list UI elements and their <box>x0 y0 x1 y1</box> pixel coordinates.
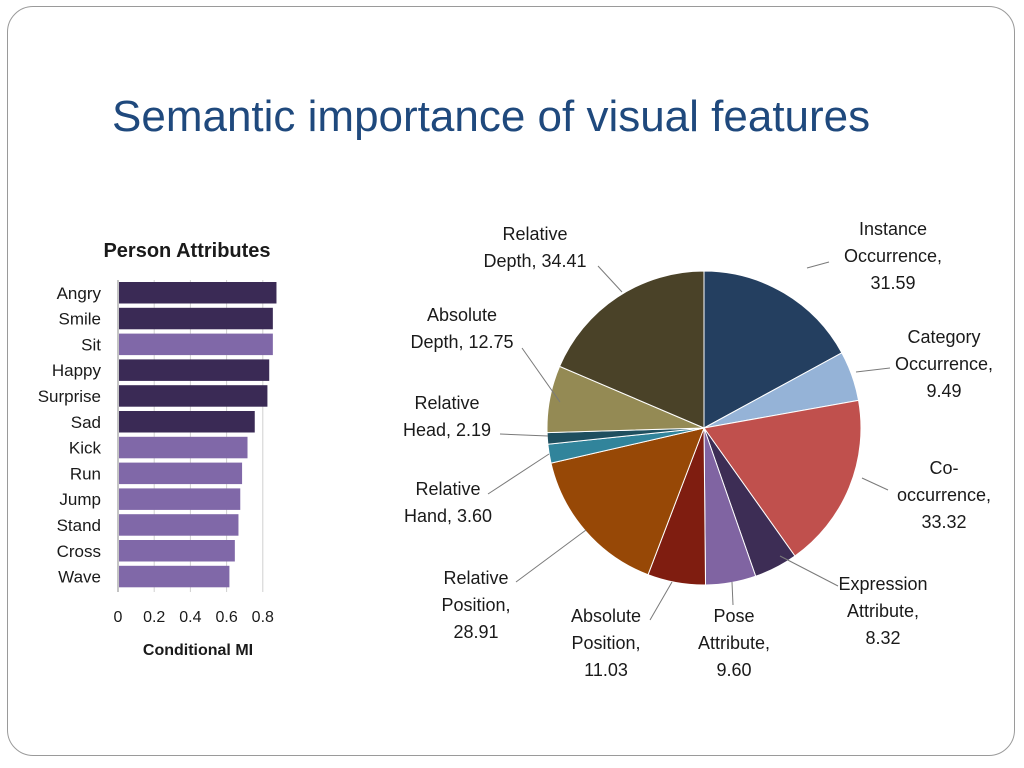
bar-cross <box>119 540 235 562</box>
pie-slice-label: Relative Position, 28.91 <box>441 568 510 642</box>
pie-slice-label: Relative Hand, 3.60 <box>404 479 492 526</box>
bar-category-label: Smile <box>58 310 101 329</box>
pie-slice-label: Relative Depth, 34.41 <box>483 224 586 271</box>
pie-slice-label: Co-occurrence, 33.32 <box>897 458 991 532</box>
pie-leader-line <box>861 477 889 491</box>
pie-leader-line <box>521 347 561 403</box>
pie-slice-label: Category Occurrence, 9.49 <box>895 327 993 401</box>
bar-chart-title: Person Attributes <box>103 240 270 262</box>
bar-category-label: Cross <box>57 542 101 561</box>
pie-slice-relative-position-28-91 <box>550 427 705 576</box>
pie-leader-line <box>731 581 734 606</box>
bar-angry <box>119 282 277 304</box>
bar-category-label: Jump <box>59 490 101 509</box>
pie-leader-line <box>515 529 587 583</box>
slide-title: Semantic importance of visual features <box>112 92 871 141</box>
bar-category-label: Surprise <box>38 387 101 406</box>
bar-category-label: Run <box>70 464 101 483</box>
pie-slice-label: Instance Occurrence, 31.59 <box>844 219 942 293</box>
pie-leader-line <box>779 555 839 587</box>
bar-stand <box>119 514 239 536</box>
pie-leader-line <box>806 261 830 269</box>
bar-sad <box>119 411 255 433</box>
bar-category-label: Angry <box>57 284 102 303</box>
pie-leader-line <box>487 453 550 495</box>
bar-x-tick-label: 0.2 <box>143 609 165 626</box>
bar-wave <box>119 565 230 588</box>
bar-x-tick-label: 0.8 <box>252 609 274 626</box>
bar-category-label: Happy <box>52 361 102 380</box>
pie-slice-co-occurrence-33-32 <box>703 399 862 557</box>
pie-leader-line <box>597 265 623 293</box>
pie-slice-label: Absolute Position, 11.03 <box>571 606 641 680</box>
bar-category-label: Sad <box>71 413 101 432</box>
bar-chart-xlabel: Conditional MI <box>143 642 253 659</box>
bar-jump <box>119 488 241 510</box>
pie-slice-label: Relative Head, 2.19 <box>403 393 491 440</box>
pie-slice-label: Pose Attribute, 9.60 <box>698 606 770 680</box>
bar-happy <box>119 359 270 381</box>
bar-category-label: Stand <box>57 516 101 535</box>
pie-slice-relative-depth-34-41 <box>558 270 705 429</box>
pie-leader-line <box>855 367 891 373</box>
pie-leader-line <box>499 433 549 437</box>
bar-sit <box>119 333 273 356</box>
slide-frame <box>7 6 1015 756</box>
bar-category-label: Wave <box>58 568 101 587</box>
bar-surprise <box>119 385 268 407</box>
bar-category-label: Sit <box>81 335 101 354</box>
bar-x-tick-label: 0.4 <box>179 609 201 626</box>
bar-x-tick-label: 0 <box>114 609 123 626</box>
pie-slice-instance-occurrence-31-59 <box>703 270 843 429</box>
bar-run <box>119 462 243 485</box>
bar-x-tick-label: 0.6 <box>215 609 237 626</box>
bar-smile <box>119 307 273 330</box>
bar-kick <box>119 436 248 459</box>
pie-slice-label: Absolute Depth, 12.75 <box>410 305 513 352</box>
bar-category-label: Kick <box>69 439 102 458</box>
pie-slice-label: Expression Attribute, 8.32 <box>838 574 927 648</box>
pie-leader-line <box>649 581 673 621</box>
